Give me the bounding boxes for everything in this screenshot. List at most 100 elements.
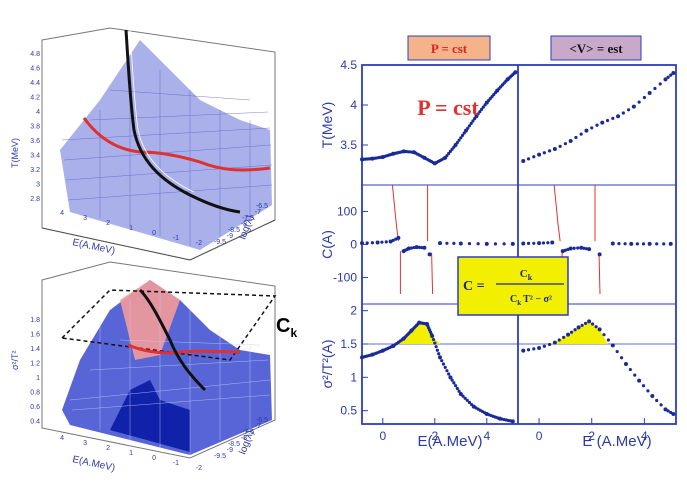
header-left: P = cst — [407, 35, 491, 61]
zaxis-tick: 3.2 — [30, 167, 40, 174]
data-point — [526, 157, 531, 161]
data-point — [576, 325, 581, 330]
xaxis-tick: 3 — [83, 440, 87, 447]
data-point — [441, 362, 446, 366]
plot3d-bottom-zlabel: σ²/T² — [10, 350, 20, 370]
zaxis-tick: 1 — [36, 375, 40, 382]
data-point — [590, 126, 594, 130]
data-point — [574, 135, 578, 140]
xaxis-tick: -2 — [196, 465, 202, 472]
data-point — [546, 241, 550, 245]
y-tick-label: 0.5 — [340, 404, 357, 418]
data-point — [668, 241, 673, 246]
data-point — [663, 77, 668, 82]
yaxis-tick: -9 — [227, 233, 233, 240]
data-point — [460, 133, 465, 137]
data-point — [406, 246, 411, 251]
data-point — [671, 71, 676, 75]
data-point — [384, 240, 388, 244]
data-point — [602, 333, 606, 337]
zaxis-tick: 4 — [36, 109, 40, 116]
data-point — [548, 149, 552, 153]
zaxis-tick: 4.8 — [30, 51, 40, 58]
y-tick-label: 0 — [350, 238, 357, 252]
zaxis-tick: 0.8 — [30, 390, 40, 397]
data-point — [610, 241, 615, 246]
data-point — [597, 327, 602, 332]
x-tick-label: 2 — [431, 429, 438, 443]
header-right: <V> = est — [550, 35, 642, 61]
zaxis-tick: 1.8 — [30, 317, 40, 324]
yaxis-tick: -7.5 — [242, 429, 254, 436]
panel-xlabel: E(A.MeV) — [417, 433, 482, 450]
data-point — [560, 249, 565, 254]
yaxis-tick: -9.5 — [214, 453, 226, 460]
data-point — [454, 384, 458, 388]
yaxis-tick: -8 — [241, 435, 247, 442]
data-point — [579, 245, 584, 250]
data-point — [481, 105, 485, 109]
x-tick-label: 4 — [483, 429, 490, 443]
y-tick-label: 2 — [350, 304, 357, 318]
data-point — [431, 337, 436, 342]
data-point — [447, 151, 451, 156]
data-point — [452, 381, 456, 385]
zaxis-tick: 4.6 — [30, 66, 40, 73]
yaxis-tick: -7.5 — [242, 215, 254, 222]
y-tick-label: 100 — [337, 204, 357, 218]
zaxis-tick: 0.4 — [30, 419, 40, 426]
data-point — [510, 419, 515, 424]
data-point — [542, 151, 546, 155]
data-point — [563, 142, 568, 146]
data-point — [532, 155, 536, 159]
data-point — [422, 245, 427, 250]
data-point — [458, 392, 463, 396]
data-point — [663, 407, 668, 412]
yaxis-tick: -8.5 — [228, 441, 240, 448]
header-right-text: <V> = est — [569, 41, 623, 56]
data-point — [448, 375, 453, 380]
data-point — [550, 240, 555, 245]
plot3d-top: 4.8 4.6 4.4 4.2 4 3.8 3.6 3.4 3.2 3 2.8 T(MeV) 4 3 2… — [10, 27, 276, 261]
data-point — [637, 100, 641, 104]
data-point — [461, 394, 465, 398]
data-point — [458, 241, 463, 246]
big-p-cst: P = cst — [417, 95, 479, 120]
data-point — [641, 242, 646, 246]
data-point — [457, 389, 461, 393]
data-point — [582, 246, 586, 250]
data-point — [459, 136, 463, 140]
fluctuation-peak-area — [395, 322, 441, 344]
plot3d-top-zlabel: T(MeV) — [10, 138, 20, 168]
data-point — [619, 356, 624, 360]
xaxis-tick: 4 — [60, 435, 64, 442]
data-point — [433, 341, 437, 345]
data-point — [375, 240, 380, 245]
x-tick-label: 4 — [641, 429, 648, 443]
zaxis-tick: 4.2 — [30, 95, 40, 102]
data-point — [542, 344, 546, 348]
data-point — [637, 378, 642, 383]
data-point — [537, 241, 542, 246]
divergence-curve — [598, 252, 601, 295]
data-point — [467, 124, 472, 128]
yaxis-tick: -9 — [227, 447, 233, 454]
panel-ylabel: T(MeV) — [319, 102, 335, 149]
data-point — [623, 242, 627, 246]
data-point — [617, 242, 621, 246]
data-point — [671, 412, 676, 416]
divergence-curve — [431, 252, 434, 295]
data-point — [606, 338, 611, 342]
x-tick-label: 2 — [588, 429, 595, 443]
panel-xlabel: E (A.MeV) — [582, 433, 651, 450]
data-point — [566, 332, 571, 337]
yaxis-tick: -8 — [241, 221, 247, 228]
data-point — [642, 95, 647, 100]
plot3d-bottom: 1.8 1.6 1.4 1.2 1 0.8 0.6 0.4 σ²/T² 4 3 2 1 0 -1 -2 E… — [10, 261, 297, 474]
data-point — [655, 242, 659, 246]
zaxis-tick: 3.8 — [30, 124, 40, 131]
data-point — [584, 128, 589, 133]
data-point — [583, 321, 588, 325]
divergence-curve — [391, 184, 399, 242]
data-point — [621, 111, 625, 115]
